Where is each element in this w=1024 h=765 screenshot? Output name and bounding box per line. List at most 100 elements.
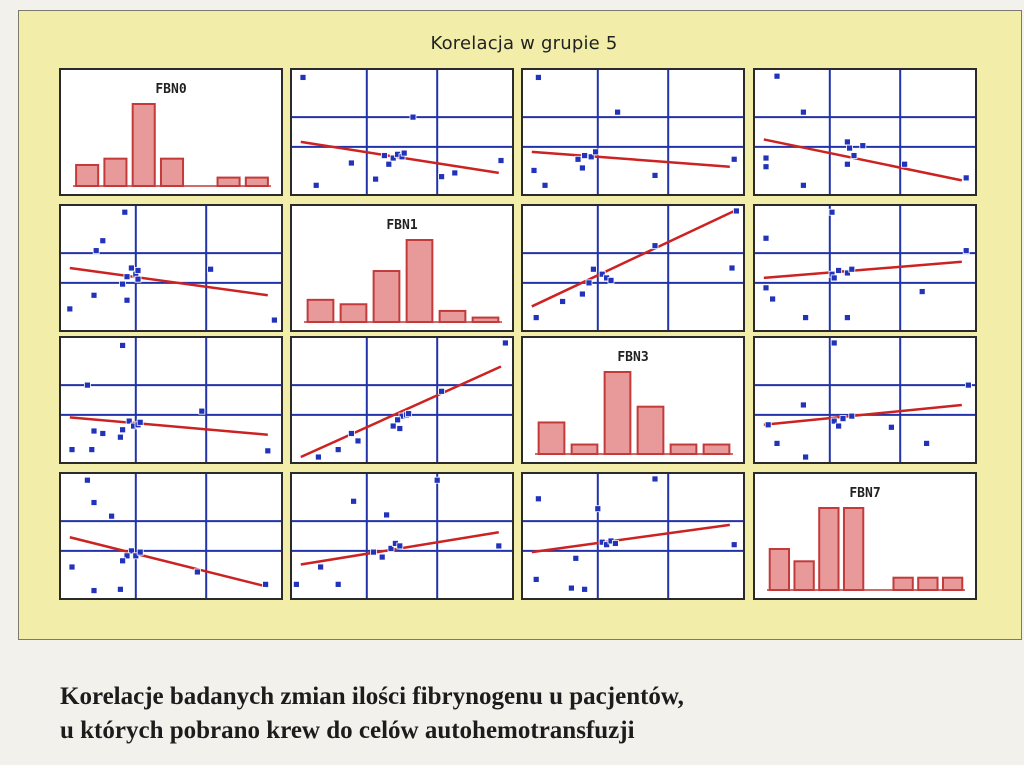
data-point <box>859 142 867 150</box>
scatter-svg <box>61 338 281 462</box>
data-point <box>572 554 580 562</box>
data-point <box>451 169 459 177</box>
data-point <box>68 563 76 571</box>
data-point <box>802 314 809 321</box>
panel-r2-c3 <box>753 336 977 464</box>
data-point <box>372 175 379 183</box>
data-point <box>90 499 98 506</box>
data-point <box>108 512 115 520</box>
data-point <box>99 430 107 437</box>
data-point <box>314 453 322 461</box>
regression-line <box>763 403 962 427</box>
data-point <box>501 339 509 347</box>
data-point <box>802 453 809 461</box>
data-point <box>848 412 856 420</box>
data-point <box>603 541 610 549</box>
data-point <box>123 552 131 560</box>
data-point <box>396 542 404 550</box>
data-point <box>381 152 388 159</box>
data-point <box>83 476 91 484</box>
chart-title: Korelacja w grupie 5 <box>430 33 618 54</box>
data-point <box>387 545 395 552</box>
data-point <box>83 381 91 389</box>
histogram-bar <box>702 443 731 455</box>
data-point <box>918 288 926 295</box>
data-point <box>317 563 325 571</box>
data-point <box>830 417 838 425</box>
scatter-svg <box>755 70 975 194</box>
data-point <box>354 437 362 445</box>
regression-line <box>531 150 730 168</box>
figure-caption: Korelacje badanych zmian ilości fibrynog… <box>60 680 1000 748</box>
data-point <box>901 160 909 168</box>
data-point <box>299 74 307 81</box>
data-point <box>844 138 851 146</box>
data-point <box>396 425 404 432</box>
data-point <box>764 421 772 429</box>
data-point <box>541 181 549 189</box>
data-point <box>830 339 838 347</box>
data-point <box>830 274 838 282</box>
panel-r1-c0 <box>59 204 283 332</box>
panel-r0-c3 <box>753 68 977 196</box>
scatter-svg <box>292 338 512 462</box>
data-point <box>68 446 76 453</box>
data-point <box>128 547 135 555</box>
regression-line <box>69 416 268 436</box>
data-point <box>389 154 397 162</box>
histogram-bar <box>917 576 939 591</box>
data-point <box>585 279 593 287</box>
data-point <box>800 181 807 189</box>
data-point <box>385 160 393 168</box>
data-point <box>769 295 777 303</box>
panel-r2-c2: FBN3 <box>521 336 745 464</box>
scatter-svg <box>61 474 281 598</box>
histogram-bar <box>471 316 500 323</box>
data-point <box>532 314 540 321</box>
data-point <box>117 433 124 441</box>
regression-line <box>531 209 735 308</box>
data-point <box>962 247 970 255</box>
data-point <box>828 208 836 216</box>
histogram-svg <box>304 239 502 324</box>
data-point <box>123 296 131 304</box>
data-point <box>400 149 408 157</box>
data-point <box>90 587 98 594</box>
panel-r1-c1: FBN1 <box>290 204 514 332</box>
histogram-label: FBN7 <box>849 486 881 501</box>
histogram-label: FBN1 <box>386 218 418 233</box>
data-point <box>312 181 320 189</box>
caption-line-1: Korelacje badanych zmian ilości fibrynog… <box>60 683 684 710</box>
scatter-svg <box>292 70 512 194</box>
data-point <box>598 270 606 278</box>
scatter-svg <box>523 206 743 330</box>
data-point <box>839 415 847 422</box>
data-point <box>887 423 895 431</box>
data-point <box>92 247 100 255</box>
regression-line <box>69 266 268 297</box>
regression-line <box>300 365 502 459</box>
histogram-bar <box>768 548 791 591</box>
data-point <box>405 410 412 418</box>
histogram-bar <box>818 507 840 591</box>
data-point <box>532 576 540 583</box>
scatter-svg <box>755 338 975 462</box>
data-point <box>132 552 140 560</box>
data-point <box>844 160 851 168</box>
data-point <box>835 267 842 274</box>
data-point <box>844 314 851 321</box>
data-point <box>119 426 126 434</box>
histogram-bar <box>159 157 185 187</box>
panel-r3-c1 <box>290 472 514 600</box>
histogram-bar <box>570 443 599 455</box>
data-point <box>262 580 270 588</box>
panel-r1-c3 <box>753 204 977 332</box>
data-point <box>846 144 853 152</box>
data-point <box>394 416 401 424</box>
histogram-bar <box>892 576 914 591</box>
data-point <box>134 275 142 283</box>
data-point <box>964 381 972 389</box>
histogram-label: FBN3 <box>617 350 649 365</box>
data-point <box>773 72 781 80</box>
data-point <box>99 237 107 245</box>
